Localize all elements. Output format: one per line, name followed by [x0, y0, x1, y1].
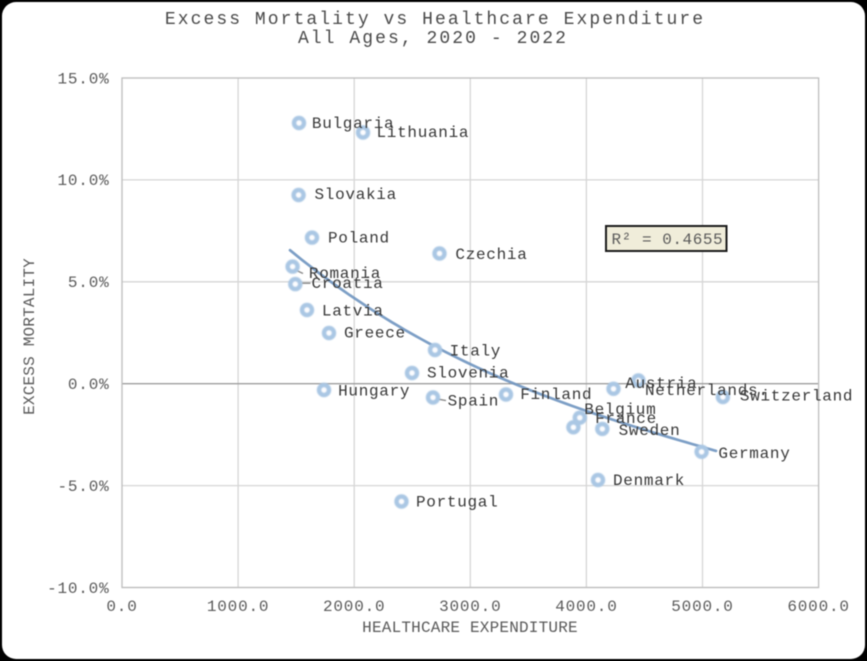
svg-text:10.0%: 10.0%: [57, 172, 109, 190]
svg-text:5.0%: 5.0%: [68, 274, 110, 292]
svg-text:Switzerland: Switzerland: [740, 388, 853, 406]
svg-text:Czechia: Czechia: [455, 246, 527, 264]
svg-text:Excess Mortality vs Healthcare: Excess Mortality vs Healthcare Expenditu…: [165, 10, 705, 30]
svg-text:Hungary: Hungary: [338, 382, 410, 400]
svg-text:Germany: Germany: [718, 445, 790, 463]
svg-text:Romania: Romania: [309, 265, 381, 283]
svg-text:6000.0: 6000.0: [787, 598, 849, 616]
svg-text:HEALTHCARE EXPENDITURE: HEALTHCARE EXPENDITURE: [362, 619, 578, 637]
svg-text:-10.0%: -10.0%: [47, 580, 109, 598]
svg-text:Latvia: Latvia: [322, 302, 384, 320]
svg-text:Croatia: Croatia: [312, 275, 384, 293]
svg-text:All Ages, 2020 - 2022: All Ages, 2020 - 2022: [298, 29, 568, 49]
svg-text:0.0%: 0.0%: [68, 376, 110, 394]
svg-text:15.0%: 15.0%: [57, 70, 109, 88]
svg-text:Belgium: Belgium: [584, 401, 656, 419]
svg-text:3000.0: 3000.0: [439, 598, 501, 616]
svg-text:Austria: Austria: [625, 375, 697, 393]
svg-text:Netherlands.: Netherlands.: [645, 382, 769, 400]
svg-text:Finland: Finland: [520, 386, 592, 404]
svg-text:France: France: [595, 410, 657, 428]
svg-text:Slovenia: Slovenia: [427, 364, 509, 382]
svg-text:Greece: Greece: [344, 324, 406, 342]
svg-text:EXCESS MORTALITY: EXCESS MORTALITY: [21, 258, 39, 415]
svg-text:Lithuania: Lithuania: [377, 124, 470, 142]
svg-text:5000.0: 5000.0: [671, 598, 733, 616]
svg-text:Spain: Spain: [448, 393, 500, 411]
svg-text:Sweden: Sweden: [619, 422, 681, 440]
svg-text:R² = 0.4655: R² = 0.4655: [612, 231, 724, 249]
svg-text:Portugal: Portugal: [416, 493, 498, 511]
svg-text:4000.0: 4000.0: [555, 598, 617, 616]
svg-text:Denmark: Denmark: [613, 472, 685, 490]
svg-text:Italy: Italy: [450, 342, 502, 360]
svg-text:1000.0: 1000.0: [207, 598, 269, 616]
svg-text:Bulgaria: Bulgaria: [312, 115, 394, 133]
svg-text:-5.0%: -5.0%: [57, 478, 109, 496]
svg-text:0.0: 0.0: [106, 598, 137, 616]
svg-text:Slovakia: Slovakia: [315, 186, 397, 204]
svg-text:2000.0: 2000.0: [323, 598, 385, 616]
svg-text:Poland: Poland: [328, 229, 390, 247]
